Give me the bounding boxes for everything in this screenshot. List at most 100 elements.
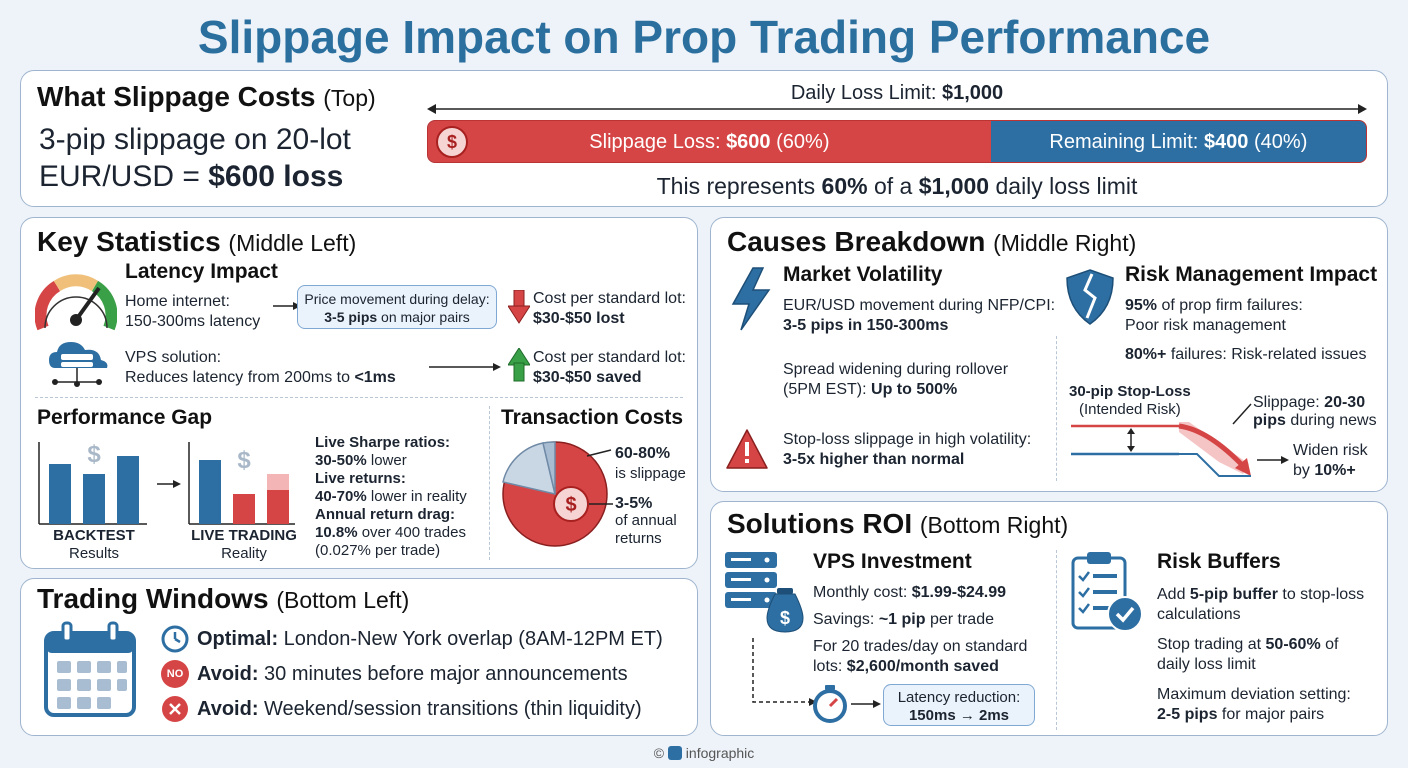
solutions-roi-panel: Solutions ROI (Bottom Right) $ VPS Inves…: [710, 501, 1388, 736]
slippage-share-value: 60-80%: [615, 445, 671, 462]
cost-per-lot-label: Cost per standard lot:: [533, 290, 686, 307]
risk-buffers-title: Risk Buffers: [1157, 550, 1281, 573]
window-optimal: Optimal: London-New York overlap (8AM-12…: [197, 628, 663, 650]
window-avoid-announcements: Avoid: 30 minutes before major announcem…: [197, 663, 628, 685]
annual-returns-label-1: of annual: [615, 512, 677, 529]
returns-value: 40-70% lower in reality: [315, 488, 467, 505]
x-icon: [162, 696, 188, 722]
trades-per-day-label: For 20 trades/day on standard: [813, 638, 1028, 655]
copyright-symbol: ©: [653, 745, 665, 761]
slippage-pips-label-1: Slippage: 20-30: [1253, 394, 1366, 411]
checklist-icon: [1071, 552, 1143, 632]
section-divider: [35, 397, 683, 398]
arrow-down-red-icon: [508, 290, 530, 324]
risk-failures-label: 80%+ failures: Risk-related issues: [1125, 346, 1367, 363]
drag-value: 10.8% over 400 trades: [315, 524, 466, 541]
remaining-limit-label: Remaining Limit: $400 (40%): [1049, 131, 1308, 153]
vps-investment-title: VPS Investment: [813, 550, 972, 573]
windows-heading: Trading Windows (Bottom Left): [37, 583, 410, 614]
market-volatility-title: Market Volatility: [783, 263, 943, 286]
solutions-divider: [1056, 550, 1057, 730]
top-panel: What Slippage Costs (Top) 3-pip slippage…: [20, 70, 1388, 207]
slippage-line-1: 3-pip slippage on 20-lot: [39, 123, 351, 156]
eurusd-movement-label: EUR/USD movement during NFP/CPI:: [783, 297, 1056, 314]
arrow-up-green-icon: [508, 348, 530, 382]
live-trading-label: LIVE TRADING: [191, 527, 297, 544]
lightning-icon: [731, 267, 771, 331]
calendar-icon: [44, 621, 136, 717]
poor-risk-label: Poor risk management: [1125, 317, 1286, 334]
intended-risk-label: (Intended Risk): [1079, 401, 1181, 418]
key-statistics-panel: Key Statistics (Middle Left) Latency Imp…: [20, 217, 698, 569]
monthly-saved-label: lots: $2,600/month saved: [813, 658, 999, 675]
max-deviation-value: 2-5 pips for major pairs: [1157, 706, 1325, 723]
cost-per-lot-label-2: Cost per standard lot:: [533, 349, 686, 366]
dashed-connector: [752, 638, 817, 706]
daily-limit-label: Daily Loss Limit: $1,000: [790, 82, 1004, 104]
home-latency-value: 150-300ms latency: [125, 313, 261, 330]
transaction-cost-pie: $: [502, 441, 613, 547]
server-money-icon: $: [725, 552, 804, 633]
backtest-bar-2: [83, 474, 105, 524]
live-trading-sublabel: Reality: [221, 545, 267, 562]
no-icon: NO: [161, 660, 189, 688]
warning-icon: [726, 429, 768, 469]
stopwatch-icon: [813, 685, 847, 723]
vps-latency-text: Reduces latency from 200ms to <1ms: [125, 369, 396, 386]
buffer-label-1: Add 5-pip buffer to stop-loss: [1157, 586, 1365, 603]
spread-widening-label: Spread widening during rollover: [783, 361, 1009, 378]
stats-heading: Key Statistics (Middle Left): [37, 226, 357, 257]
cost-saved-value: $30-$50 saved: [533, 369, 642, 386]
backtest-label: BACKTEST: [53, 527, 135, 544]
loss-limit-bar: $ Slippage Loss: $600 (60%) Remaining Li…: [427, 120, 1367, 163]
speedometer-icon: [35, 274, 117, 331]
slippage-share-label: is slippage: [615, 465, 686, 482]
arrow-right-long-icon: [429, 363, 501, 371]
vps-solution-label: VPS solution:: [125, 349, 222, 366]
widen-risk-value: by 10%+: [1293, 462, 1356, 479]
arrow-right-icon-2: [1257, 456, 1289, 464]
annual-returns-label-2: returns: [615, 530, 662, 547]
monthly-cost-label: Monthly cost: $1.99-$24.99: [813, 584, 1007, 601]
prop-failures-label: 95% of prop firm failures:: [1125, 297, 1303, 314]
transaction-costs-title: Transaction Costs: [501, 406, 684, 429]
spread-widening-value: (5PM EST): Up to 500%: [783, 381, 958, 398]
price-movement-callout: Price movement during delay: 3-5 pips on…: [297, 285, 497, 329]
slippage-line-2: EUR/USD = $600 loss: [39, 160, 344, 193]
clock-icon: [161, 625, 189, 653]
drag-per-trade: (0.027% per trade): [315, 542, 441, 559]
home-internet-label: Home internet:: [125, 293, 230, 310]
sharpe-value: 30-50% lower: [315, 452, 407, 469]
drag-title: Annual return drag:: [315, 506, 456, 523]
stoploss-slippage-value: 3-5x higher than normal: [783, 451, 965, 468]
slippage-loss-segment: [428, 121, 991, 162]
stop-loss-slippage-diagram: [1071, 422, 1251, 477]
backtest-bar-1: [49, 464, 71, 524]
brand-logo-icon: [667, 746, 682, 760]
causes-breakdown-panel: Causes Breakdown (Middle Right) Market V…: [710, 217, 1388, 492]
cost-lost-value: $30-$50 lost: [533, 310, 625, 327]
stop-trading-label-1: Stop trading at 50-60% of: [1157, 636, 1339, 653]
solutions-heading: Solutions ROI (Bottom Right): [727, 508, 1069, 539]
savings-label: Savings: ~1 pip per trade: [813, 611, 994, 628]
stoploss-slippage-label: Stop-loss slippage in high volatility:: [783, 431, 1032, 448]
top-heading: What Slippage Costs (Top): [37, 81, 376, 112]
causes-heading: Causes Breakdown (Middle Right): [727, 226, 1137, 257]
page-title: Slippage Impact on Prop Trading Performa…: [197, 11, 1211, 63]
returns-title: Live returns:: [315, 470, 406, 487]
footer: © infographic: [0, 744, 1408, 762]
arrow-right-icon-3: [851, 700, 881, 708]
backtest-vs-live-chart: $ $: [38, 441, 295, 525]
annual-returns-value: 3-5%: [615, 495, 653, 512]
performance-gap-title: Performance Gap: [37, 406, 213, 429]
widen-risk-label: Widen risk: [1293, 442, 1368, 459]
stop-loss-title: 30-pip Stop-Loss: [1069, 383, 1191, 400]
live-bar-1: [199, 460, 221, 524]
backtest-sublabel: Results: [68, 545, 120, 562]
risk-management-title: Risk Management Impact: [1125, 263, 1378, 286]
backtest-bar-3: [117, 456, 139, 524]
window-avoid-weekend: Avoid: Weekend/session transitions (thin…: [197, 698, 642, 720]
limit-note: This represents 60% of a $1,000 daily lo…: [656, 173, 1138, 199]
dollar-sign-icon: $: [87, 441, 101, 468]
causes-divider: [1056, 336, 1057, 481]
